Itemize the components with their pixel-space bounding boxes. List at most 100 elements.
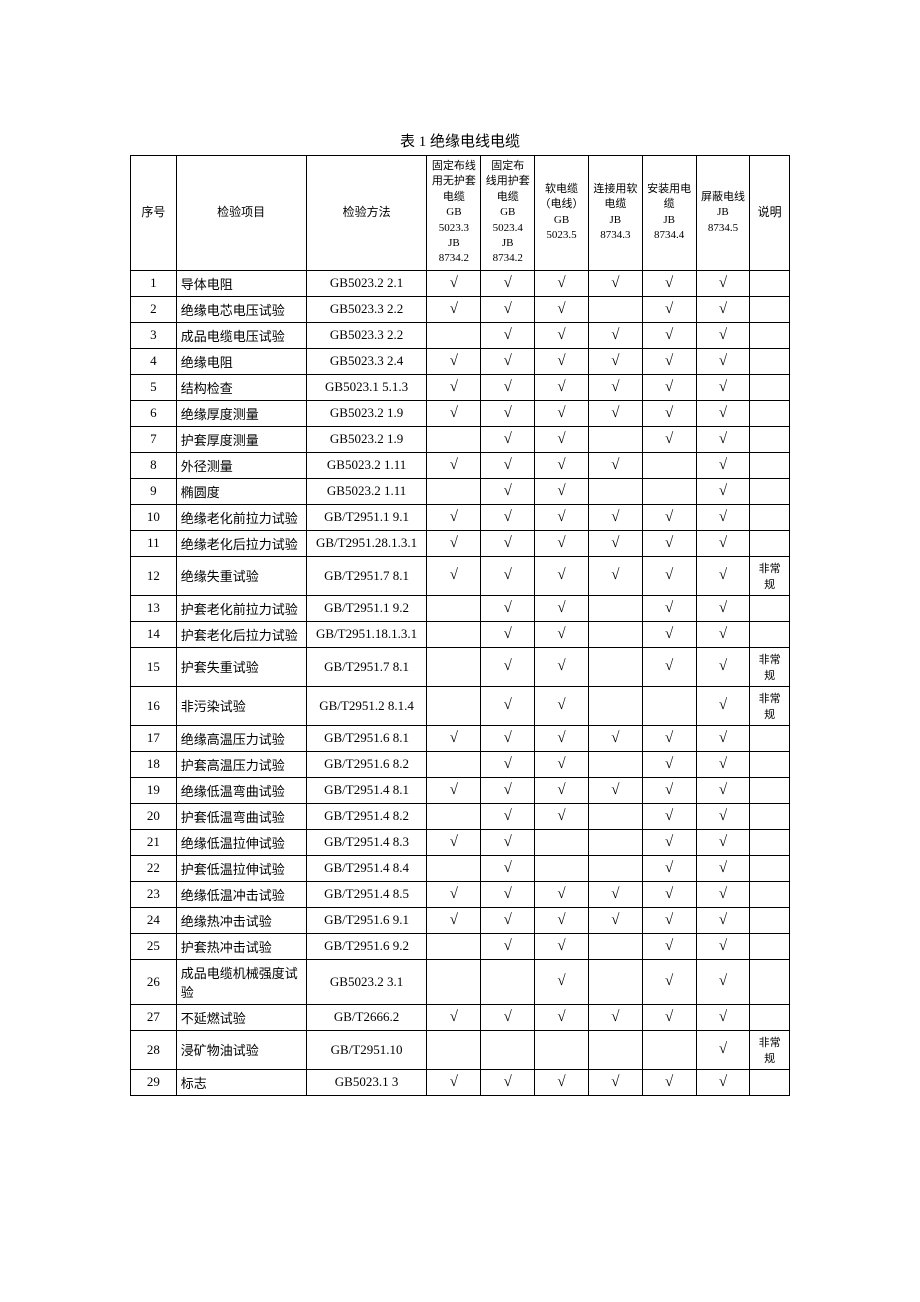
row-seq: 2 — [131, 296, 177, 322]
row-check: √ — [481, 270, 535, 296]
table-row: 2绝缘电芯电压试验GB5023.3 2.2√√√√√ — [131, 296, 790, 322]
row-seq: 27 — [131, 1004, 177, 1030]
row-check: √ — [588, 400, 642, 426]
row-item: 外径测量 — [176, 452, 306, 478]
row-check: √ — [588, 1069, 642, 1095]
row-note — [750, 595, 790, 621]
row-check: √ — [427, 452, 481, 478]
table-row: 9椭圆度GB5023.2 1.11√√√ — [131, 478, 790, 504]
row-note: 非常规 — [750, 1030, 790, 1069]
header-col6: 屏蔽电线JB8734.5 — [696, 156, 750, 271]
row-check: √ — [535, 959, 589, 1004]
row-note — [750, 751, 790, 777]
row-check: √ — [642, 504, 696, 530]
row-check: √ — [642, 881, 696, 907]
row-check: √ — [481, 1004, 535, 1030]
header-seq: 序号 — [131, 156, 177, 271]
row-item: 非污染试验 — [176, 686, 306, 725]
row-check: √ — [481, 452, 535, 478]
row-item: 护套热冲击试验 — [176, 933, 306, 959]
row-check — [588, 621, 642, 647]
row-check: √ — [642, 348, 696, 374]
row-check: √ — [642, 855, 696, 881]
row-method: GB/T2951.4 8.1 — [306, 777, 427, 803]
row-check: √ — [642, 829, 696, 855]
row-check: √ — [642, 400, 696, 426]
row-note — [750, 829, 790, 855]
row-seq: 26 — [131, 959, 177, 1004]
row-note — [750, 400, 790, 426]
table-row: 15护套失重试验GB/T2951.7 8.1√√√√非常规 — [131, 647, 790, 686]
row-check: √ — [481, 751, 535, 777]
row-check: √ — [535, 647, 589, 686]
row-seq: 20 — [131, 803, 177, 829]
row-note — [750, 933, 790, 959]
table-row: 5结构检查GB5023.1 5.1.3√√√√√√ — [131, 374, 790, 400]
row-check: √ — [696, 881, 750, 907]
row-seq: 6 — [131, 400, 177, 426]
row-check: √ — [481, 647, 535, 686]
row-item: 绝缘热冲击试验 — [176, 907, 306, 933]
row-note — [750, 478, 790, 504]
row-seq: 19 — [131, 777, 177, 803]
row-check: √ — [642, 530, 696, 556]
table-header: 序号 检验项目 检验方法 固定布线用无护套电缆GB5023.3JB8734.2 … — [131, 156, 790, 271]
cable-test-table: 序号 检验项目 检验方法 固定布线用无护套电缆GB5023.3JB8734.2 … — [130, 155, 790, 1096]
row-check: √ — [588, 725, 642, 751]
row-check: √ — [535, 686, 589, 725]
row-check: √ — [696, 296, 750, 322]
row-seq: 29 — [131, 1069, 177, 1095]
row-check — [642, 452, 696, 478]
row-check: √ — [427, 296, 481, 322]
row-check: √ — [696, 1004, 750, 1030]
table-row: 11绝缘老化后拉力试验GB/T2951.28.1.3.1√√√√√√ — [131, 530, 790, 556]
row-check: √ — [696, 725, 750, 751]
row-seq: 5 — [131, 374, 177, 400]
page: 表 1 绝缘电线电缆 序号 检验项目 检验方法 固定布线用无护套电缆GB5023… — [0, 0, 920, 1096]
row-item: 护套高温压力试验 — [176, 751, 306, 777]
row-check: √ — [696, 907, 750, 933]
row-check — [588, 829, 642, 855]
row-check — [642, 478, 696, 504]
row-check — [427, 621, 481, 647]
row-check: √ — [481, 426, 535, 452]
row-check — [588, 595, 642, 621]
row-check: √ — [481, 829, 535, 855]
row-item: 绝缘低温拉伸试验 — [176, 829, 306, 855]
row-check: √ — [696, 777, 750, 803]
row-note — [750, 777, 790, 803]
row-check: √ — [696, 803, 750, 829]
row-check: √ — [642, 621, 696, 647]
row-check: √ — [535, 777, 589, 803]
table-row: 20护套低温弯曲试验GB/T2951.4 8.2√√√√ — [131, 803, 790, 829]
header-col2: 固定布线用护套电缆GB5023.4JB8734.2 — [481, 156, 535, 271]
row-check: √ — [696, 1069, 750, 1095]
row-check: √ — [696, 270, 750, 296]
row-check: √ — [481, 777, 535, 803]
row-check: √ — [696, 751, 750, 777]
row-note — [750, 270, 790, 296]
row-check: √ — [642, 322, 696, 348]
row-note — [750, 803, 790, 829]
row-seq: 23 — [131, 881, 177, 907]
row-check: √ — [481, 725, 535, 751]
table-title: 表 1 绝缘电线电缆 — [130, 130, 790, 151]
row-check: √ — [535, 400, 589, 426]
row-check: √ — [696, 374, 750, 400]
row-check — [427, 595, 481, 621]
row-seq: 11 — [131, 530, 177, 556]
row-check — [588, 959, 642, 1004]
row-method: GB/T2951.2 8.1.4 — [306, 686, 427, 725]
row-seq: 8 — [131, 452, 177, 478]
row-check: √ — [696, 959, 750, 1004]
table-row: 12绝缘失重试验GB/T2951.7 8.1√√√√√√非常规 — [131, 556, 790, 595]
row-check: √ — [535, 296, 589, 322]
row-note — [750, 322, 790, 348]
row-method: GB/T2951.6 8.1 — [306, 725, 427, 751]
table-row: 8外径测量GB5023.2 1.11√√√√√ — [131, 452, 790, 478]
row-check — [427, 322, 481, 348]
table-body: 1导体电阻GB5023.2 2.1√√√√√√2绝缘电芯电压试验GB5023.3… — [131, 270, 790, 1095]
row-seq: 12 — [131, 556, 177, 595]
row-check: √ — [481, 322, 535, 348]
table-row: 10绝缘老化前拉力试验GB/T2951.1 9.1√√√√√√ — [131, 504, 790, 530]
